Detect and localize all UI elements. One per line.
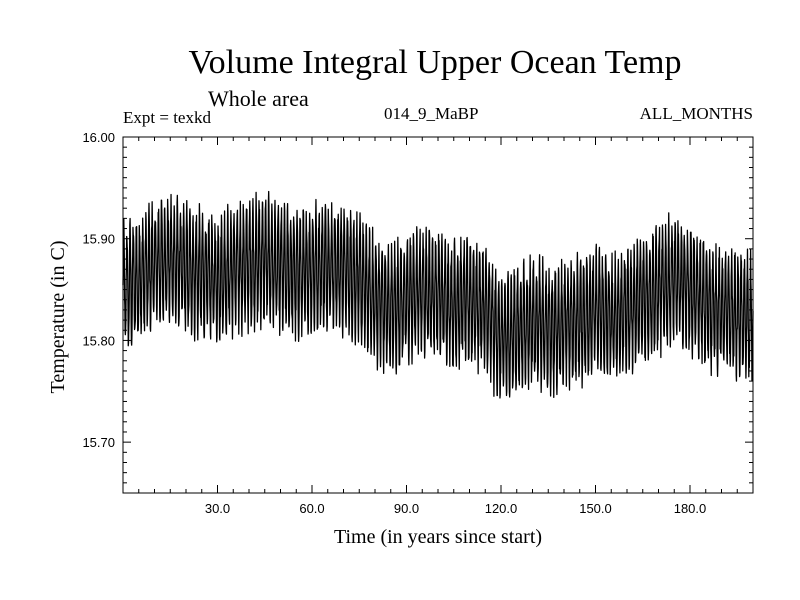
chart-subtitle: Whole area (208, 86, 309, 111)
x-tick-label: 120.0 (485, 501, 518, 516)
run-label: 014_9_MaBP (384, 104, 479, 123)
y-axis-label: Temperature (in C) (47, 241, 69, 394)
series-line (122, 190, 754, 399)
x-tick-label: 60.0 (299, 501, 324, 516)
x-tick-label: 180.0 (674, 501, 707, 516)
experiment-label: Expt = texkd (123, 108, 211, 127)
y-tick-label: 15.80 (82, 333, 115, 348)
y-tick-label: 15.90 (82, 232, 115, 247)
chart-title: Volume Integral Upper Ocean Temp (188, 44, 682, 81)
x-axis-label: Time (in years since start) (334, 526, 542, 548)
x-tick-label: 150.0 (579, 501, 612, 516)
months-label: ALL_MONTHS (639, 104, 753, 123)
x-tick-label: 90.0 (394, 501, 419, 516)
x-tick-label: 30.0 (205, 501, 230, 516)
ticks-layer (123, 137, 753, 493)
series-layer (122, 190, 754, 399)
labels-layer: 30.0 60.0 90.0 120.0 150.0 180.0 15.70 15.80 15.… (47, 130, 706, 548)
y-tick-label: 15.70 (82, 435, 115, 450)
y-tick-label: 16.00 (82, 130, 115, 145)
